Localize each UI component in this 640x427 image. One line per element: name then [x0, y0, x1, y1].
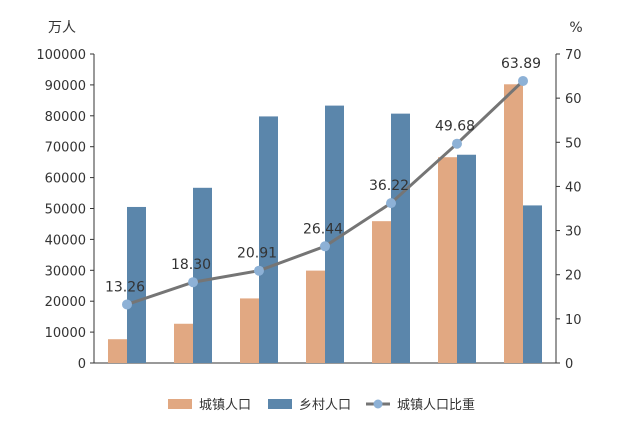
ratio-data-label: 63.89 — [501, 56, 541, 72]
ratio-point — [452, 138, 462, 149]
y-left-tick-label: 50000 — [45, 203, 86, 218]
y-left-unit-label: 万人 — [48, 20, 76, 36]
y-left-tick-label: 80000 — [45, 110, 86, 125]
y-right-tick-label: 10 — [565, 313, 582, 328]
y-left-tick-label: 70000 — [45, 141, 86, 156]
y-right-tick-label: 70 — [565, 48, 582, 63]
bar-rural — [325, 105, 344, 363]
ratio-data-label: 20.91 — [237, 246, 277, 262]
ratio-point — [518, 75, 528, 86]
legend: 城镇人口 乡村人口 城镇人口比重 — [168, 397, 475, 413]
bar-urban — [240, 298, 259, 363]
legend-swatch — [268, 399, 292, 409]
ratio-data-label: 13.26 — [105, 279, 145, 295]
bar-rural — [523, 205, 542, 363]
ratio-line: 13.26 18.30 20.91 26.44 36.22 49.68 63.89 — [105, 56, 541, 310]
bar-urban — [306, 270, 325, 363]
ratio-point — [254, 265, 264, 276]
y-left-tick-label: 10000 — [45, 326, 86, 341]
ratio-data-label: 49.68 — [435, 119, 475, 135]
axes: 0 10000 20000 30000 40000 50000 60000 70000 8000… — [36, 48, 581, 372]
y-right-tick-label: 30 — [565, 225, 582, 240]
bar-urban — [504, 84, 523, 364]
y-left-tick-label: 100000 — [36, 48, 86, 63]
legend-label: 城镇人口 — [199, 398, 251, 413]
bar-rural — [193, 187, 212, 363]
ratio-data-label: 36.22 — [369, 178, 409, 194]
y-right-unit-label: % — [569, 20, 582, 36]
y-right-tick-label: 50 — [565, 136, 582, 151]
legend-label: 乡村人口 — [299, 398, 351, 413]
y-left-tick-label: 90000 — [45, 79, 86, 94]
ratio-data-label: 18.30 — [171, 257, 211, 273]
legend-swatch — [168, 399, 192, 409]
bar-rural — [259, 116, 278, 363]
legend-label: 城镇人口比重 — [397, 397, 475, 413]
y-right-tick-label: 60 — [565, 92, 582, 107]
y-left-tick-label: 20000 — [45, 295, 86, 310]
bar-urban — [438, 157, 457, 363]
legend-marker — [373, 399, 383, 409]
bar-rural — [457, 154, 476, 363]
y-left-tick-label: 0 — [78, 357, 86, 372]
ratio-point — [122, 299, 132, 310]
ratio-data-label: 26.44 — [303, 221, 343, 237]
y-right-tick-label: 40 — [565, 180, 582, 195]
bars — [108, 84, 542, 364]
bar-urban — [108, 339, 127, 363]
y-left-tick-label: 40000 — [45, 233, 86, 248]
bar-urban — [174, 323, 193, 363]
y-left-tick-label: 30000 — [45, 264, 86, 279]
ratio-point — [320, 241, 330, 252]
bar-rural — [127, 206, 146, 363]
y-right-tick-label: 20 — [565, 269, 582, 284]
y-right-tick-label: 0 — [565, 357, 573, 372]
ratio-point — [188, 277, 198, 288]
y-left-tick-label: 60000 — [45, 172, 86, 187]
bar-urban — [372, 221, 391, 363]
bar-rural — [391, 113, 410, 364]
ratio-point — [386, 198, 396, 209]
